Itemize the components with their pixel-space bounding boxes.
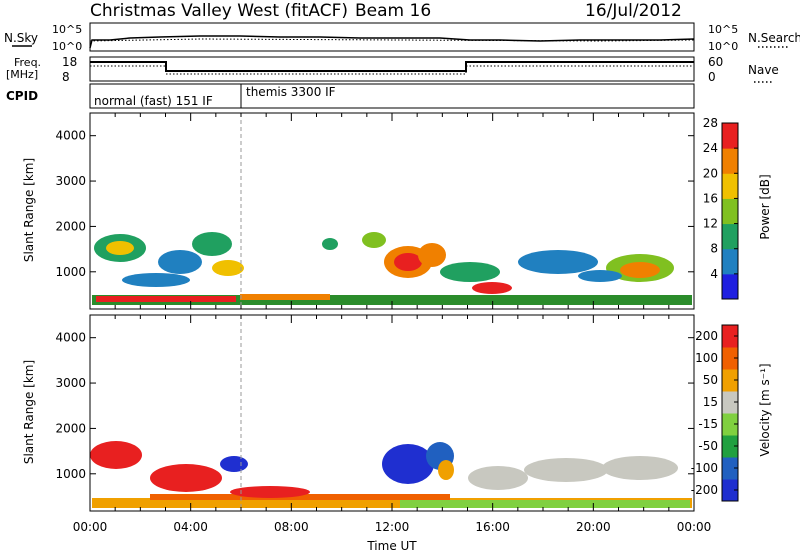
velocity-colorbar-tick-label: 200	[695, 329, 718, 343]
power-colorbar-segment	[722, 148, 738, 174]
velocity-colorbar-tick-label: 15	[703, 395, 718, 409]
power-colorbar-segment	[722, 273, 738, 300]
nsky-tick-bottom: 10^0	[52, 40, 82, 53]
velocity-colorbar-segment	[722, 413, 738, 436]
nsearch-tick-bottom: 10^0	[708, 40, 738, 53]
velocity-colorbar-segment	[722, 369, 738, 392]
velocity-colorbar-tick-label: 50	[703, 373, 718, 387]
power-colorbar-segment	[722, 223, 738, 250]
nsky-label: N.Sky	[4, 31, 38, 45]
freq-label-1: Freq.	[14, 56, 41, 69]
nave-tick-top: 60	[708, 55, 723, 69]
nsearch-tick-top: 10^5	[708, 23, 738, 36]
velocity-yticks: 1000 2000 3000 4000	[55, 331, 694, 481]
velocity-colorbar-segment	[722, 347, 738, 370]
plot-title: Christmas Valley West (fitACF)	[90, 1, 348, 21]
freq-tick-bottom: 8	[62, 70, 70, 84]
cpid-label: CPID	[6, 89, 38, 103]
velocity-ytick-label: 1000	[55, 467, 86, 481]
nsky-line	[89, 35, 695, 49]
power-ytick-label: 1000	[55, 265, 86, 279]
power-yticks: 1000 2000 3000 4000	[55, 129, 694, 279]
velocity-ytick-label: 2000	[55, 421, 86, 435]
power-colorbar-segment	[722, 173, 738, 199]
power-ytick-label: 2000	[55, 219, 86, 233]
velocity-colorbar-tick-label: -15	[698, 417, 718, 431]
power-xticks	[89, 113, 695, 309]
nave-line	[90, 65, 694, 75]
power-colorbar-frame	[721, 122, 739, 300]
velocity-xtick-label: 00:00	[677, 520, 712, 534]
power-colorbar-tick-label: 20	[703, 166, 718, 180]
power-colorbar-tick-label: 28	[703, 116, 718, 130]
velocity-colorbar-segment	[722, 457, 738, 480]
velocity-ytick-label: 4000	[55, 331, 86, 345]
freq-line	[90, 61, 694, 72]
power-heatmap	[92, 232, 692, 305]
power-ytick-label: 4000	[55, 129, 86, 143]
freq-label-2: [MHz]	[6, 68, 38, 81]
freq-tick-top: 18	[62, 55, 77, 69]
velocity-colorbar: 200 100 50 15 -15 -50 -100 -200	[691, 324, 739, 502]
power-colorbar-segment	[722, 198, 738, 225]
nsearch-label: N.Search	[748, 31, 800, 45]
velocity-colorbar-segment	[722, 479, 738, 502]
power-colorbar-segment	[722, 123, 738, 149]
velocity-colorbar-tick-label: -100	[691, 461, 718, 475]
velocity-xtick-label: 08:00	[274, 520, 309, 534]
date-label: 16/Jul/2012	[585, 1, 682, 21]
power-colorbar: 4 8 12 16 20 24 28	[703, 116, 739, 300]
power-colorbar-segment	[722, 248, 738, 275]
power-ytick-label: 3000	[55, 174, 86, 188]
velocity-ytick-label: 3000	[55, 376, 86, 390]
velocity-colorbar-tick-label: 100	[695, 351, 718, 365]
power-colorbar-tick-label: 24	[703, 141, 718, 155]
beam-label: Beam 16	[355, 1, 431, 21]
velocity-colorbar-frame	[721, 324, 739, 502]
freq-panel	[89, 56, 695, 82]
velocity-ylabel: Slant Range [km]	[22, 360, 36, 464]
nsky-tick-top: 10^5	[52, 23, 82, 36]
velocity-colorbar-tick-label: -50	[698, 439, 718, 453]
velocity-colorbar-label: Velocity [m s⁻¹]	[758, 363, 772, 456]
cpid-mode-1: normal (fast) 151 IF	[94, 94, 213, 108]
cpid-panel	[89, 83, 695, 109]
velocity-xtick-label: 12:00	[375, 520, 410, 534]
velocity-colorbar-tick-label: -200	[691, 483, 718, 497]
nave-label: Nave	[748, 63, 779, 77]
velocity-xtick-label: 16:00	[475, 520, 510, 534]
power-colorbar-tick-label: 12	[703, 217, 718, 231]
velocity-xtick-label: 00:00	[73, 520, 108, 534]
nsky-panel	[89, 22, 695, 52]
cpid-mode-2: themis 3300 IF	[246, 85, 336, 99]
velocity-xtick-label: 04:00	[173, 520, 208, 534]
velocity-xtick-label: 20:00	[576, 520, 611, 534]
power-ylabel: Slant Range [km]	[22, 158, 36, 262]
velocity-colorbar-segment	[722, 435, 738, 458]
power-colorbar-label: Power [dB]	[758, 174, 772, 239]
power-colorbar-tick-label: 4	[710, 267, 718, 281]
xlabel: Time UT	[366, 539, 417, 553]
velocity-colorbar-segment	[722, 325, 738, 348]
velocity-xticks: 00:00 04:00 08:00 12:00 16:00 20:00 00:00	[73, 315, 712, 534]
velocity-colorbar-segment	[722, 391, 738, 414]
nave-tick-bottom: 0	[708, 70, 716, 84]
power-colorbar-tick-label: 8	[710, 242, 718, 256]
power-colorbar-tick-label: 16	[703, 191, 718, 205]
